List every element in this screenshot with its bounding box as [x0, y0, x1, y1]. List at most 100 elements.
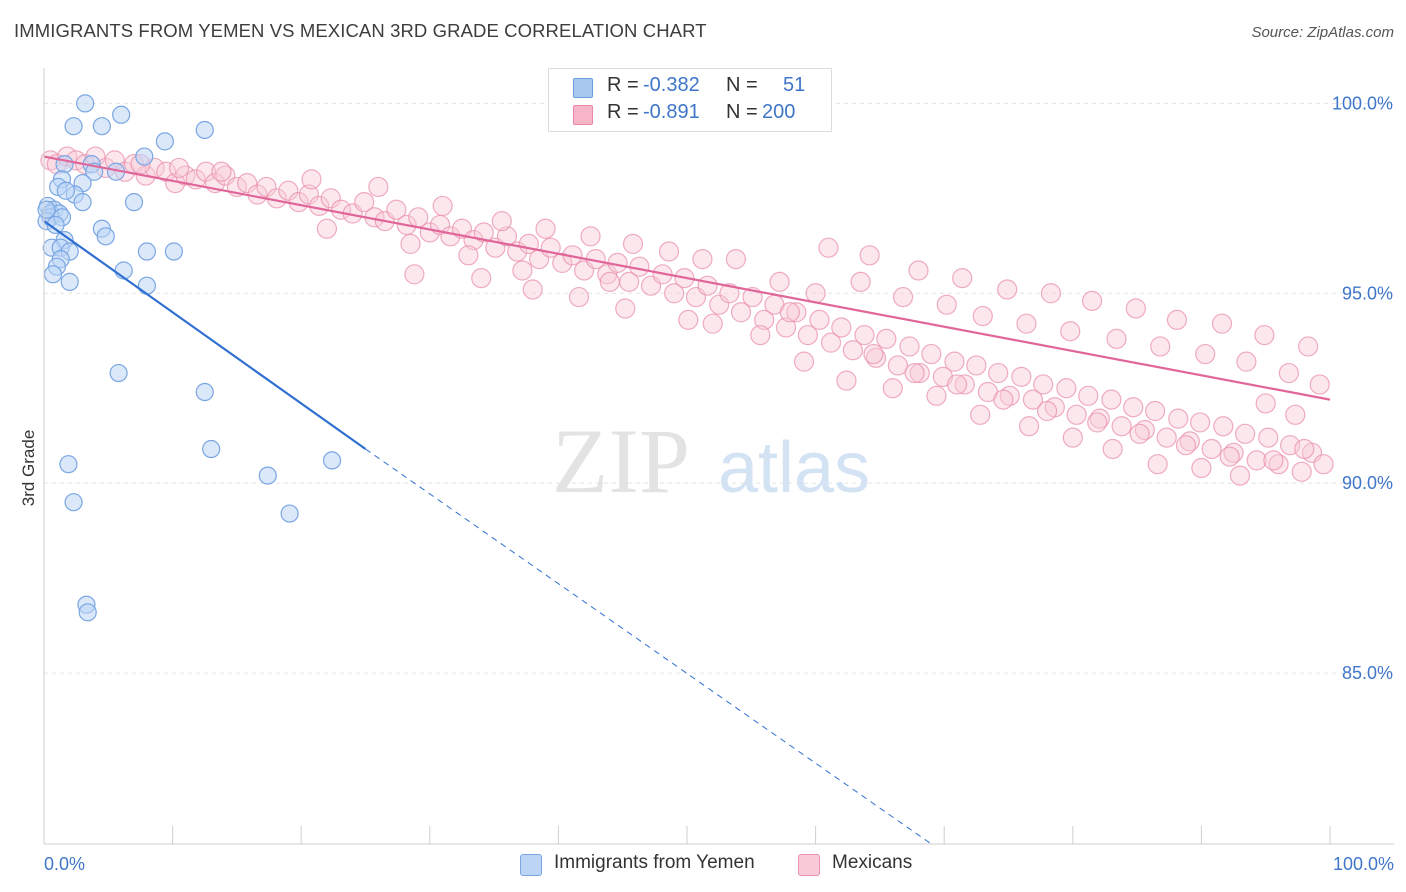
data-point-yemen	[195, 382, 214, 402]
data-point-mexicans	[278, 180, 299, 201]
data-point-mexicans	[368, 176, 389, 198]
data-point-mexicans	[793, 351, 815, 372]
data-point-mexicans	[820, 332, 842, 353]
data-point-mexicans	[256, 176, 277, 198]
data-point-mexicans	[863, 343, 884, 365]
data-point-mexicans	[629, 256, 650, 277]
data-point-mexicans	[1190, 412, 1211, 433]
data-point-mexicans	[908, 260, 929, 281]
data-point-mexicans	[797, 324, 818, 346]
watermark-atlas: atlas	[718, 428, 870, 508]
data-point-mexicans	[1255, 393, 1276, 414]
data-point-mexicans	[1062, 427, 1083, 448]
trend-line-yemen	[43, 220, 367, 450]
data-point-mexicans	[1298, 336, 1319, 357]
data-point-mexicans	[754, 309, 775, 330]
data-point-mexicans	[836, 370, 857, 391]
data-point-yemen	[73, 193, 92, 212]
data-point-yemen	[46, 215, 65, 235]
data-point-mexicans	[1078, 385, 1099, 406]
legend-swatch-yemen	[573, 78, 593, 98]
data-point-mexicans	[921, 343, 942, 365]
data-point-yemen	[164, 242, 183, 261]
data-point-mexicans	[1313, 454, 1334, 475]
data-point-yemen	[96, 227, 115, 246]
data-point-mexicans	[658, 241, 680, 262]
data-point-mexicans	[400, 233, 421, 255]
data-point-mexicans	[320, 188, 341, 209]
data-point-mexicans	[1111, 416, 1132, 437]
data-point-mexicans	[1066, 404, 1087, 425]
data-point-mexicans	[775, 317, 797, 338]
data-point-mexicans	[719, 283, 740, 304]
data-point-mexicans	[993, 389, 1014, 410]
data-point-mexicans	[1219, 446, 1240, 467]
data-point-mexicans	[664, 283, 685, 304]
data-point-yemen	[112, 105, 131, 124]
data-point-mexicans	[997, 279, 1018, 300]
data-point-mexicans	[892, 286, 914, 308]
data-point-mexicans	[1168, 408, 1189, 429]
data-point-mexicans	[769, 271, 790, 292]
y-tick-label: 100.0%	[1332, 93, 1393, 113]
y-tick-label: 95.0%	[1342, 283, 1393, 303]
data-point-mexicans	[1278, 362, 1299, 384]
data-point-mexicans	[1191, 457, 1212, 479]
data-point-mexicans	[1258, 427, 1279, 448]
data-point-mexicans	[850, 271, 871, 292]
data-point-mexicans	[952, 267, 973, 289]
data-point-mexicans	[904, 362, 925, 384]
data-point-mexicans	[1036, 400, 1058, 422]
data-point-yemen	[78, 603, 97, 622]
bottom-swatch-mexicans	[798, 854, 820, 876]
data-point-mexicans	[854, 324, 875, 346]
data-point-mexicans	[1285, 404, 1306, 425]
legend-swatch-mexicans	[573, 105, 593, 125]
data-point-mexicans	[730, 302, 752, 323]
data-point-mexicans	[1089, 408, 1110, 429]
data-point-mexicans	[522, 279, 543, 300]
data-point-mexicans	[301, 169, 322, 190]
data-point-mexicans	[831, 317, 852, 338]
data-point-yemen	[195, 120, 214, 140]
data-point-yemen	[135, 147, 154, 166]
data-point-yemen	[43, 265, 63, 284]
data-point-mexicans	[1156, 427, 1177, 448]
grid-lines: 85.0% 90.0% 95.0% 100.0%	[44, 93, 1394, 683]
data-point-mexicans	[491, 211, 512, 232]
data-point-mexicans	[386, 199, 407, 220]
data-point-mexicans	[404, 264, 425, 285]
data-point-mexicans	[988, 362, 1009, 384]
data-point-yemen	[137, 276, 156, 295]
legend-n-value: 200	[762, 101, 796, 123]
data-point-yemen	[109, 363, 128, 383]
data-point-mexicans	[750, 324, 771, 346]
data-point-mexicans	[859, 245, 880, 266]
data-point-mexicans	[622, 233, 644, 255]
data-point-mexicans	[725, 249, 746, 270]
source-label: Source: ZipAtlas.com	[1251, 24, 1394, 41]
data-point-mexicans	[1166, 309, 1188, 330]
data-point-mexicans	[926, 385, 947, 406]
data-point-mexicans	[1147, 454, 1168, 475]
data-point-yemen	[37, 200, 56, 219]
y-tick-label: 90.0%	[1342, 473, 1393, 493]
data-point-mexicans	[1087, 412, 1108, 433]
data-point-yemen	[60, 272, 79, 291]
data-point-mexicans	[432, 195, 453, 217]
legend-r-value: -0.891	[643, 101, 700, 123]
x-tick-label: 0.0%	[44, 854, 85, 874]
data-point-mexicans	[1060, 321, 1081, 342]
data-point-mexicans	[779, 302, 800, 323]
data-point-mexicans	[809, 309, 830, 330]
data-point-mexicans	[805, 283, 826, 304]
legend-row-mexicans: R = -0.891 N = 200	[549, 101, 831, 127]
data-point-mexicans	[1081, 290, 1103, 311]
data-point-mexicans	[1033, 374, 1054, 395]
data-point-mexicans	[1101, 389, 1122, 410]
data-point-mexicans	[818, 237, 839, 258]
trend-lines	[43, 155, 1331, 845]
x-tick-label: 100.0%	[1333, 854, 1394, 874]
data-point-mexicans	[1040, 283, 1062, 304]
